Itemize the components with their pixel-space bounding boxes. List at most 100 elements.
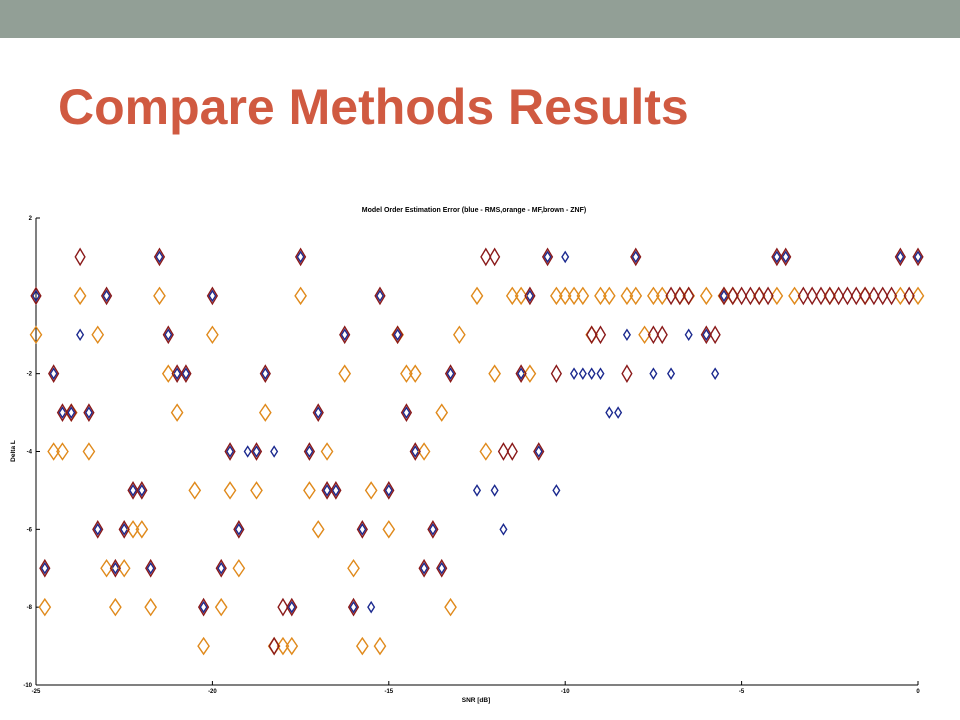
data-point-mf	[109, 597, 122, 617]
scatter-chart: Model Order Estimation Error (blue - RMS…	[10, 207, 925, 704]
data-point-mf	[214, 597, 228, 617]
chart-title: Model Order Estimation Error (blue - RMS…	[362, 207, 586, 214]
data-point-rms	[305, 445, 314, 458]
data-point-znf	[312, 403, 324, 422]
data-point-znf	[630, 247, 642, 267]
data-point-rms	[772, 250, 781, 264]
y-tick-label: -8	[27, 605, 33, 611]
data-point-znf	[744, 286, 757, 306]
data-point-znf	[621, 364, 633, 384]
data-point-znf	[56, 403, 69, 422]
data-point-znf	[665, 286, 677, 306]
data-point-rms	[420, 561, 429, 575]
data-point-znf	[118, 519, 130, 539]
data-point-znf	[903, 286, 915, 306]
series-rms	[31, 250, 923, 614]
data-point-mf	[647, 286, 660, 306]
data-point-mf	[153, 286, 166, 306]
data-point-znf	[259, 364, 271, 384]
data-point-rms	[181, 367, 190, 380]
data-point-mf	[567, 286, 581, 306]
data-point-znf	[180, 364, 192, 384]
data-point-mf	[505, 286, 519, 306]
data-point-znf	[841, 286, 854, 306]
data-point-rms	[146, 561, 155, 575]
data-point-mf	[638, 325, 651, 344]
data-point-mf	[550, 286, 563, 306]
data-point-mf	[629, 286, 643, 306]
data-point-znf	[700, 325, 712, 345]
data-point-znf	[541, 247, 554, 267]
data-point-znf	[894, 247, 906, 267]
data-point-rms	[340, 328, 349, 342]
data-point-mf	[435, 403, 449, 422]
data-point-rms	[358, 523, 367, 536]
data-point-rms	[517, 367, 526, 380]
data-point-rms	[58, 406, 67, 419]
data-point-rms	[67, 406, 76, 419]
data-point-znf	[656, 325, 668, 345]
data-point-znf	[797, 286, 809, 306]
data-point-rms	[199, 600, 208, 614]
data-point-mf	[91, 325, 105, 344]
data-point-mf	[144, 597, 158, 617]
data-point-znf	[885, 286, 898, 306]
data-point-znf	[868, 286, 880, 306]
y-axis-label: Delta L	[10, 440, 17, 462]
data-point-rms	[49, 367, 58, 380]
data-point-rms	[534, 445, 543, 458]
data-point-rms	[349, 600, 358, 614]
data-point-znf	[400, 403, 413, 422]
data-point-mf	[400, 364, 413, 383]
data-point-znf	[171, 364, 183, 384]
data-point-znf	[727, 286, 739, 306]
data-point-mf	[788, 286, 801, 306]
data-point-znf	[409, 442, 421, 461]
data-point-mf	[250, 481, 263, 500]
data-point-rms	[164, 328, 173, 342]
data-point-znf	[392, 325, 404, 345]
data-point-mf	[223, 481, 237, 500]
data-point-rms	[499, 523, 508, 536]
data-points	[29, 247, 925, 656]
data-point-znf	[771, 247, 783, 267]
data-point-rms	[631, 250, 640, 264]
data-point-rms	[261, 367, 270, 380]
data-point-rms	[402, 406, 411, 419]
data-point-rms	[472, 484, 482, 497]
y-tick-label: -2	[27, 372, 33, 378]
data-point-znf	[436, 558, 448, 578]
data-point-znf	[347, 597, 360, 617]
x-tick-label: 0	[916, 689, 920, 695]
data-point-rms	[84, 406, 93, 419]
data-point-znf	[762, 286, 774, 306]
data-point-rms	[111, 561, 120, 575]
data-point-znf	[859, 286, 871, 306]
data-point-rms	[702, 328, 711, 342]
data-point-mf	[73, 286, 87, 306]
data-point-znf	[753, 286, 765, 306]
data-point-rms	[93, 523, 102, 536]
data-point-rms	[781, 250, 790, 264]
data-point-znf	[153, 247, 166, 267]
x-tick-label: -5	[739, 689, 745, 695]
y-tick-label: 2	[29, 216, 33, 222]
data-point-rms	[155, 250, 164, 264]
y-tick-label: -6	[27, 527, 33, 533]
data-point-znf	[330, 481, 342, 500]
data-point-znf	[109, 558, 121, 578]
series-mf	[29, 286, 925, 656]
data-point-rms	[428, 523, 437, 536]
data-point-mf	[479, 442, 493, 461]
data-point-mf	[285, 636, 299, 656]
data-point-znf	[480, 247, 492, 267]
data-point-rms	[896, 250, 905, 264]
data-point-rms	[614, 406, 623, 419]
x-axis-label: SNR [dB]	[462, 697, 491, 704]
data-point-znf	[718, 286, 730, 306]
x-tick-label: -15	[384, 689, 393, 695]
data-point-rms	[525, 289, 534, 303]
data-point-znf	[850, 286, 862, 306]
data-point-rms	[446, 367, 455, 380]
data-point-rms	[543, 250, 552, 264]
